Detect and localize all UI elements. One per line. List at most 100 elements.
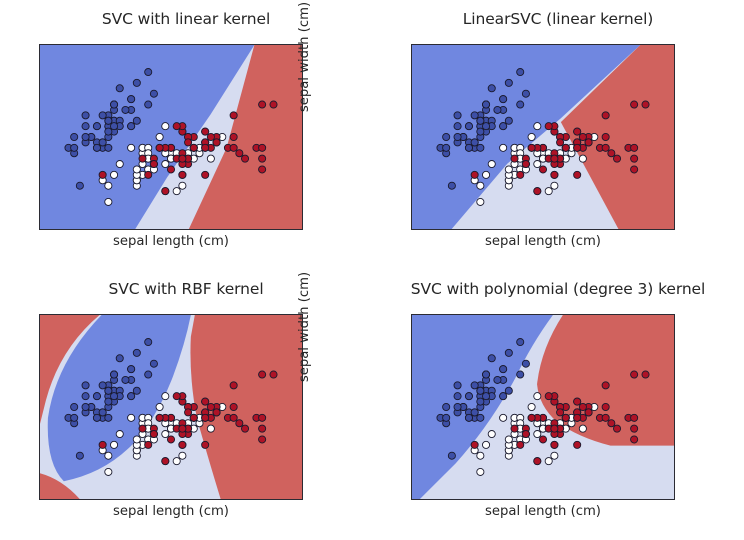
data-point xyxy=(453,381,462,390)
data-point xyxy=(464,413,473,422)
data-point xyxy=(92,413,101,422)
data-point xyxy=(144,100,153,109)
panel-svc-rbf: SVC with RBF kernel sepal width (cm) sep… xyxy=(0,270,372,540)
data-point xyxy=(573,413,582,422)
data-point xyxy=(641,370,650,379)
data-point xyxy=(487,84,496,93)
data-point xyxy=(550,181,559,190)
data-point xyxy=(132,386,141,395)
data-point xyxy=(573,127,582,136)
data-point xyxy=(98,138,107,147)
data-point xyxy=(482,100,491,109)
data-point xyxy=(132,78,141,87)
data-point xyxy=(442,413,451,422)
decision-regions xyxy=(40,315,302,499)
data-point xyxy=(115,430,124,439)
data-point xyxy=(161,392,170,401)
data-point xyxy=(229,132,238,142)
data-point xyxy=(98,440,107,449)
panel-linearsvc: LinearSVC (linear kernel) sepal width (c… xyxy=(297,0,744,270)
data-point xyxy=(578,154,587,163)
data-point xyxy=(476,467,485,476)
y-axis-label: sepal width (cm) xyxy=(297,1,312,113)
data-point xyxy=(104,451,113,460)
data-point xyxy=(453,402,462,412)
data-point xyxy=(533,392,542,401)
data-point xyxy=(104,386,113,395)
data-point xyxy=(573,170,582,179)
data-point xyxy=(155,413,164,422)
data-point xyxy=(178,440,187,449)
data-point xyxy=(132,435,141,444)
data-point xyxy=(476,386,485,395)
data-point xyxy=(493,375,502,384)
data-point xyxy=(110,392,119,401)
data-point xyxy=(92,143,101,152)
data-point xyxy=(127,365,136,374)
data-point xyxy=(527,402,536,412)
data-point xyxy=(229,111,238,120)
scatter-points xyxy=(64,338,278,476)
data-point xyxy=(470,170,479,179)
data-point xyxy=(161,457,170,466)
data-point xyxy=(527,132,536,142)
data-point xyxy=(161,187,170,196)
data-point xyxy=(453,122,462,131)
data-point xyxy=(482,440,491,449)
data-point xyxy=(516,100,525,109)
data-point xyxy=(516,370,525,379)
data-point xyxy=(81,111,90,120)
data-point xyxy=(166,165,176,174)
data-point xyxy=(556,138,565,147)
panel-svc-poly: SVC with polynomial (degree 3) kernel se… xyxy=(297,270,744,540)
data-point xyxy=(544,392,553,401)
data-point xyxy=(201,397,210,406)
data-point xyxy=(81,402,90,412)
data-point xyxy=(504,78,513,87)
data-point xyxy=(544,187,553,196)
data-point xyxy=(258,413,267,422)
data-point xyxy=(447,181,456,190)
data-point xyxy=(527,413,536,422)
data-point xyxy=(601,402,610,412)
data-point xyxy=(206,402,215,412)
data-point xyxy=(527,143,536,152)
data-point xyxy=(104,197,113,206)
data-point xyxy=(104,143,113,152)
data-point xyxy=(453,132,462,142)
data-point xyxy=(613,424,622,433)
data-point xyxy=(578,402,587,412)
data-point xyxy=(161,160,170,169)
data-point xyxy=(544,457,553,466)
data-point xyxy=(144,440,153,449)
data-point xyxy=(81,392,90,401)
data-point xyxy=(172,457,181,466)
data-point xyxy=(504,386,513,395)
data-point xyxy=(499,365,508,374)
data-point xyxy=(482,370,491,379)
data-point xyxy=(178,424,187,433)
data-point xyxy=(550,170,559,179)
data-point xyxy=(487,160,496,169)
data-point xyxy=(110,122,119,131)
data-point xyxy=(178,181,187,190)
data-point xyxy=(521,160,530,169)
data-point xyxy=(206,132,215,142)
data-point xyxy=(104,181,113,190)
data-point xyxy=(470,440,479,449)
data-point xyxy=(482,392,491,401)
data-point xyxy=(229,413,238,422)
scatter-points xyxy=(64,68,278,206)
data-point xyxy=(533,122,542,131)
data-point xyxy=(127,392,136,401)
data-point xyxy=(212,408,221,417)
data-point xyxy=(144,170,153,179)
data-point xyxy=(453,111,462,120)
data-point xyxy=(630,424,639,433)
data-point xyxy=(235,149,244,158)
data-point xyxy=(561,143,570,152)
data-point xyxy=(110,440,119,449)
data-point xyxy=(110,370,119,379)
data-point xyxy=(155,402,164,412)
